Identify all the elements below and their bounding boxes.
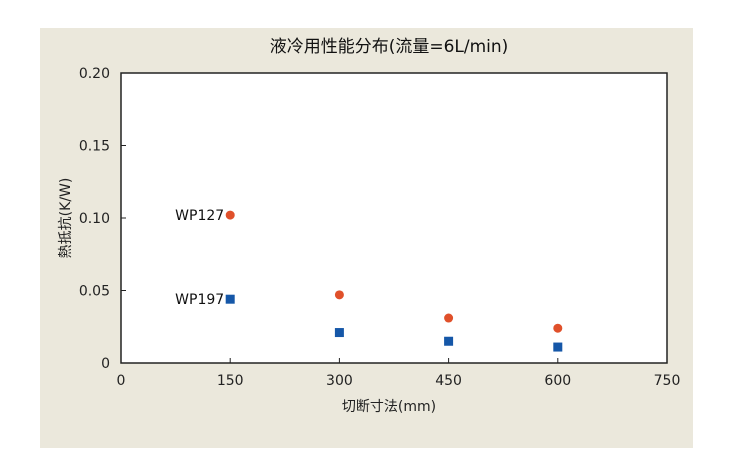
x-tick-label: 150 [217, 373, 244, 389]
data-point-wp127 [444, 313, 454, 323]
data-point-wp197 [334, 328, 344, 338]
data-point-wp127 [334, 290, 344, 300]
y-tick-label: 0 [101, 356, 110, 372]
series-label-wp127: WP127 [175, 208, 224, 224]
axis-ticks: 0 150 300 450 600 750 0 0.05 0.10 0.15 0.20 [79, 66, 681, 389]
data-point-wp127 [553, 323, 563, 333]
x-tick-label: 600 [544, 373, 571, 389]
y-tick-label: 0.20 [79, 66, 110, 82]
data-point-wp197 [444, 336, 454, 346]
y-tick-label: 0.05 [79, 284, 110, 300]
data-point-wp197 [553, 342, 563, 352]
x-tick-label: 0 [117, 373, 126, 389]
y-tick-label: 0.10 [79, 211, 110, 227]
plot-area [120, 72, 668, 364]
data-marks: WP127 WP197 [175, 208, 563, 352]
series-label-wp197: WP197 [175, 292, 224, 308]
x-axis-title: 切断寸法(mm) [342, 399, 436, 415]
x-tick-label: 450 [435, 373, 462, 389]
y-axis-title: 熱抵抗(K/W) [58, 178, 74, 259]
chart-title: 液冷用性能分布(流量=6L/min) [270, 37, 509, 57]
x-tick-label: 300 [326, 373, 353, 389]
y-tick-label: 0.15 [79, 139, 110, 155]
x-tick-label: 750 [654, 373, 681, 389]
data-point-wp127 [225, 210, 235, 220]
data-point-wp197 [225, 294, 235, 304]
